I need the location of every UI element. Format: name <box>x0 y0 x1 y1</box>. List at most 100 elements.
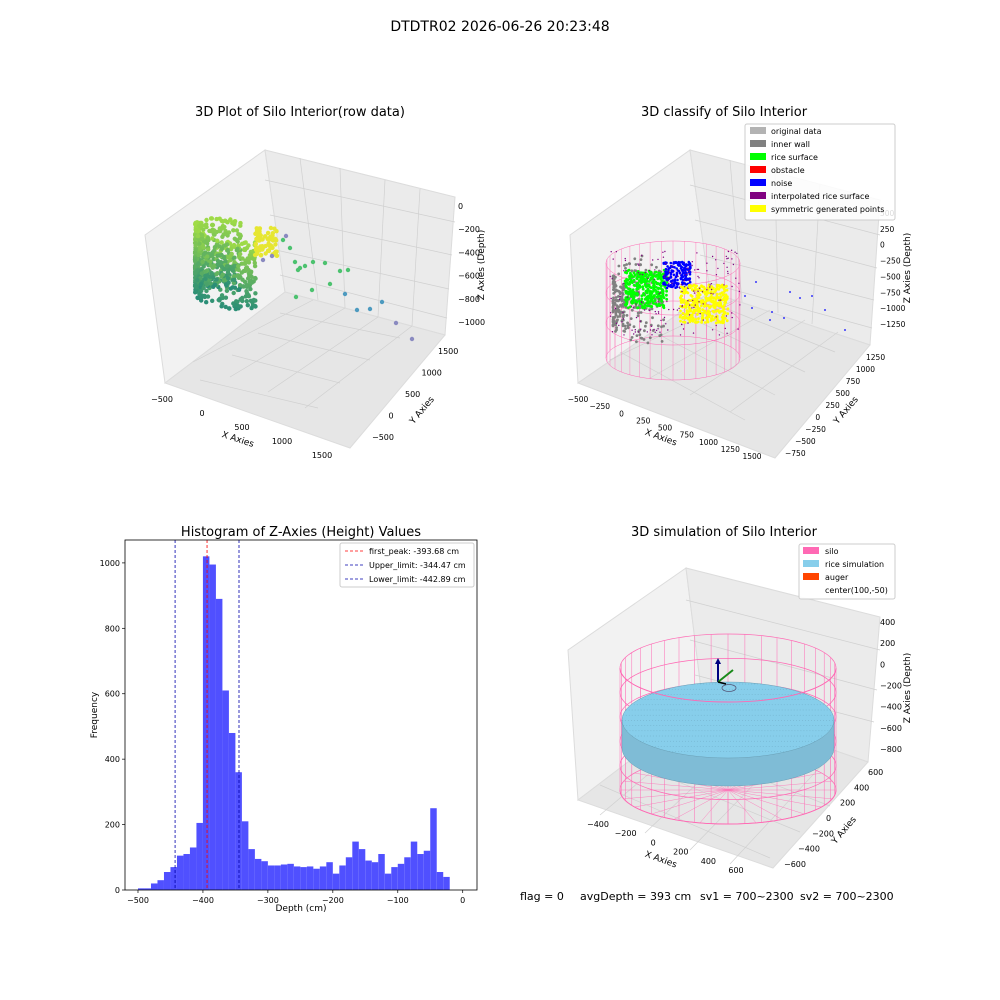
panel1-wall-point <box>196 252 201 258</box>
panel2-interpolated-point <box>727 270 729 273</box>
panel2-noise-point <box>672 273 676 277</box>
panel4-z-ticks: 400 200 0 −200 −400 −600 −800 <box>880 618 902 754</box>
panel4-zlabel: Z Axies (Depth) <box>903 653 913 724</box>
panel2-noise-point <box>677 282 680 285</box>
panel2-symmetric-point <box>690 295 694 298</box>
panel2-rice-surface-point <box>625 290 629 293</box>
panel2-symmetric-point <box>683 320 687 324</box>
panel1-wall-point <box>211 284 216 289</box>
panel2-rice-surface-point <box>636 306 640 309</box>
panel4-center-arrow-x <box>717 681 727 685</box>
histogram-bar <box>261 861 268 890</box>
panel2-inner-wall-point <box>619 285 622 289</box>
panel2-inner-wall-point <box>620 295 624 299</box>
panel2-legend-swatch <box>750 166 766 173</box>
panel2-symmetric-point <box>701 299 705 303</box>
panel4-silo-spoke <box>623 781 729 791</box>
panel2-symmetric-point <box>695 288 699 291</box>
panel2-interpolated-point <box>652 259 654 261</box>
histogram-legend-label: Upper_limit: -344.47 cm <box>369 561 466 570</box>
panel1-wall-point <box>224 283 229 288</box>
histogram-bar <box>189 847 197 890</box>
panel1-wall-point <box>223 259 228 264</box>
panel1-y-tick-label: 1500 <box>438 347 458 356</box>
panel2-noise-point <box>677 262 681 265</box>
panel1-wall-point <box>195 262 201 267</box>
panel2-symmetric-point <box>701 316 705 320</box>
panel1-y-tick-label: 500 <box>405 390 420 399</box>
histogram-x-tick-label: −500 <box>127 896 149 905</box>
histogram-bar <box>176 855 184 890</box>
panel2-x-tick-label: −250 <box>589 402 610 411</box>
panel2-noise-point <box>675 261 678 265</box>
panel2-interpolated-point <box>732 263 735 266</box>
panel2-rice-surface-point <box>641 285 645 289</box>
panel2-symmetric-point <box>687 302 690 306</box>
panel2-interpolated-point <box>699 313 701 315</box>
panel2-interpolated-point <box>679 273 681 275</box>
panel4-auger-center <box>721 684 737 692</box>
panel2-symmetric-point <box>725 284 728 288</box>
panel2-symmetric-point <box>717 309 720 313</box>
panel2-symmetric-point <box>714 309 718 313</box>
panel2-symmetric-point <box>691 316 695 320</box>
panel2-inner-wall-point <box>626 321 629 325</box>
panel2-interpolated-point <box>653 328 655 331</box>
panel4-legend-label: auger <box>825 573 849 582</box>
panel2-interpolated-point <box>734 251 736 253</box>
panel1-wall-point <box>225 276 231 281</box>
panel1-wall-point <box>236 264 241 269</box>
panel2-interpolated-point <box>622 311 624 314</box>
panel2-inner-wall-point <box>658 334 662 338</box>
panel2-x-tick-label: 250 <box>636 416 651 425</box>
panel1-wall-point <box>250 300 255 305</box>
panel2-rice-surface-point <box>636 287 640 291</box>
histogram-bar <box>274 865 281 890</box>
panel2-inner-wall-point <box>642 338 646 341</box>
histogram-frame <box>124 539 478 891</box>
panel1-wall-point <box>250 255 256 261</box>
panel2-interpolated-point <box>624 257 626 260</box>
panel2-interpolated-point <box>706 270 708 272</box>
panel2-symmetric-point <box>701 308 705 311</box>
panel2-rice-surface-point <box>655 282 659 286</box>
panel2-rice-surface-point <box>659 275 663 279</box>
panel1-wall-point <box>208 259 213 264</box>
panel2-inner-wall-point <box>615 328 618 332</box>
panel2-interpolated-point <box>726 266 728 268</box>
panel2-interpolated-point <box>663 316 666 319</box>
panel2-inner-wall-point <box>639 336 643 340</box>
panel2-interpolated-point <box>659 292 661 294</box>
panel2-interpolated-point <box>668 282 670 285</box>
panel2-x-tick-label: 500 <box>658 424 673 433</box>
panel1-wall-point <box>205 254 210 259</box>
panel4-z-tick-label: −800 <box>880 745 902 754</box>
panel2-interpolated-point <box>688 272 690 275</box>
panel1-outlier-point <box>287 245 293 251</box>
panel2-symmetric-point <box>707 297 711 300</box>
panel2-noise-point <box>683 282 687 285</box>
histogram-bar <box>326 862 333 890</box>
histogram-bar <box>436 872 444 890</box>
histogram-y-tick-label: 600 <box>105 690 120 699</box>
panel2-interpolated-point <box>731 312 733 314</box>
panel4-y-tick-label: 400 <box>854 783 869 792</box>
panel2-x-tick-label: 1250 <box>721 445 740 454</box>
panel2-interpolated-point <box>665 262 667 265</box>
panel2-symmetric-point <box>679 285 683 289</box>
panel2-symmetric-point <box>719 295 723 298</box>
panel2-symmetric-point <box>721 313 725 317</box>
panel2-symmetric-point <box>706 320 710 324</box>
histogram-bar <box>358 849 366 890</box>
panel1-top-point <box>258 244 263 249</box>
panel2-inner-wall-point <box>611 275 615 279</box>
panel2-ylabel: Y Axies <box>832 395 861 427</box>
panel1-outlier-point <box>293 294 299 300</box>
panel2-legend-label: inner wall <box>771 140 810 149</box>
panel2-rice-surface-point <box>651 280 655 284</box>
panel4-silo-spoke <box>727 789 833 799</box>
panel2-interpolated-point <box>718 299 720 301</box>
panel1-wall-point <box>200 236 205 241</box>
panel2-far-noise-point <box>769 319 771 321</box>
panel1-wall-point <box>194 228 199 234</box>
